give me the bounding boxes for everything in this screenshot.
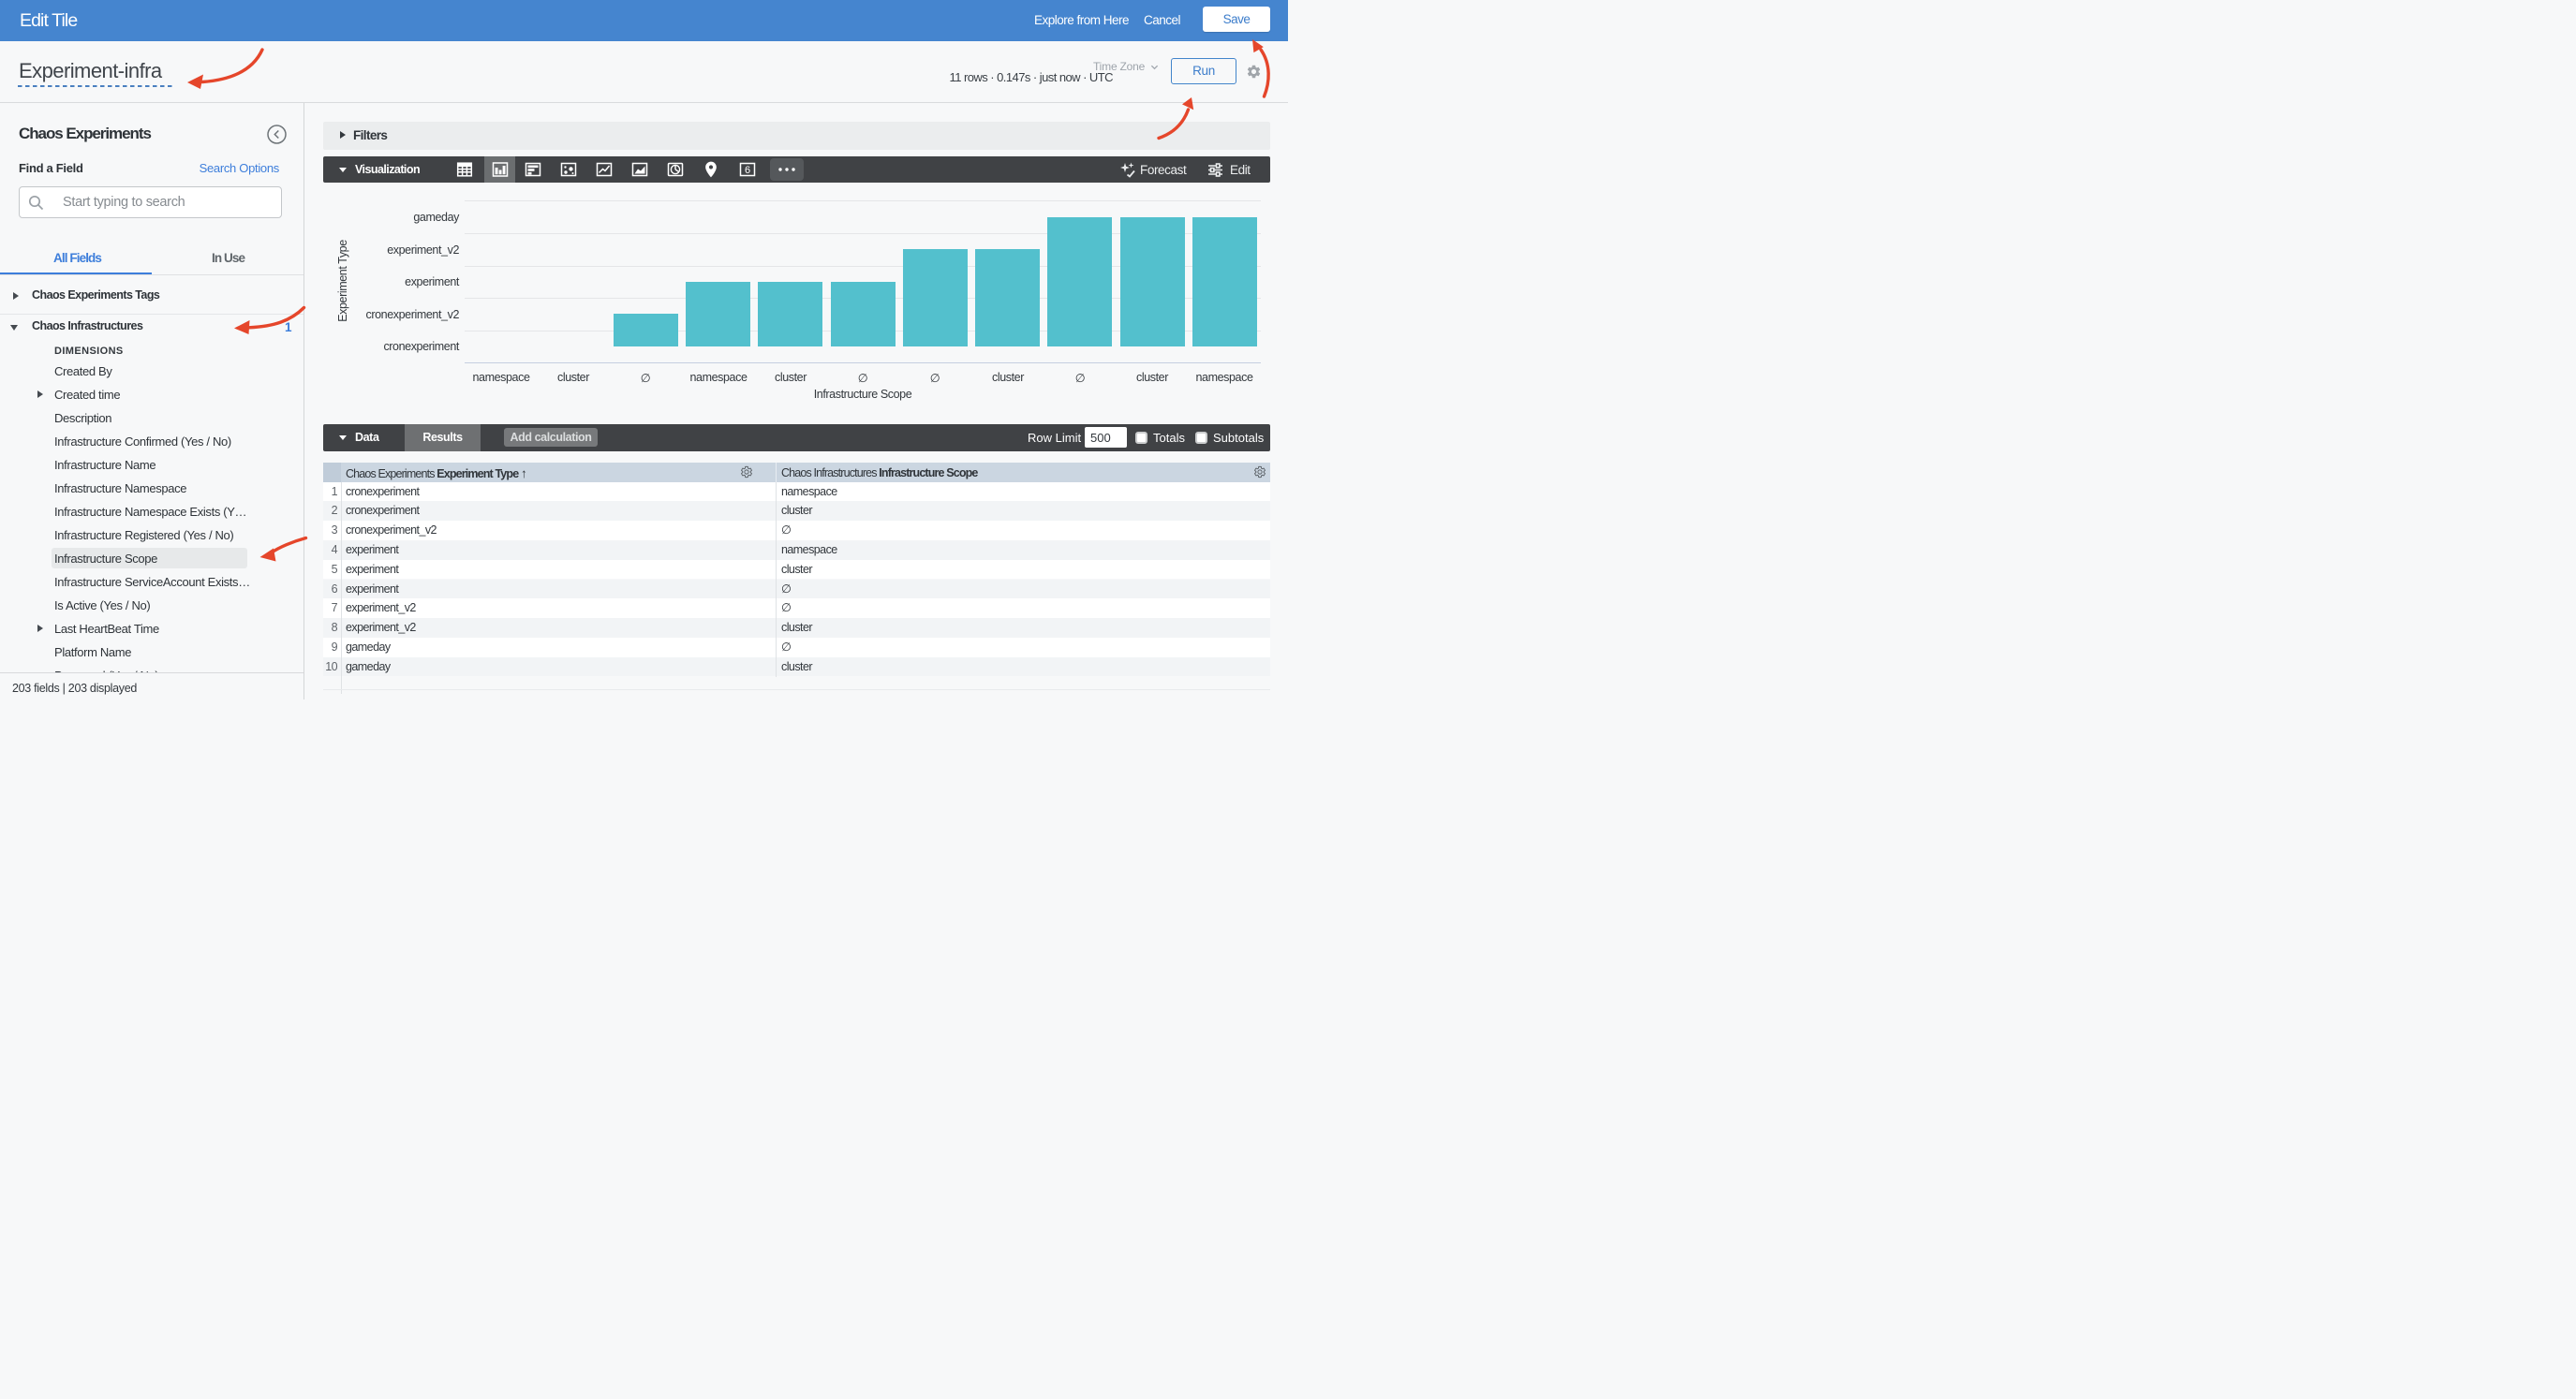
svg-text:6: 6 (745, 165, 750, 176)
